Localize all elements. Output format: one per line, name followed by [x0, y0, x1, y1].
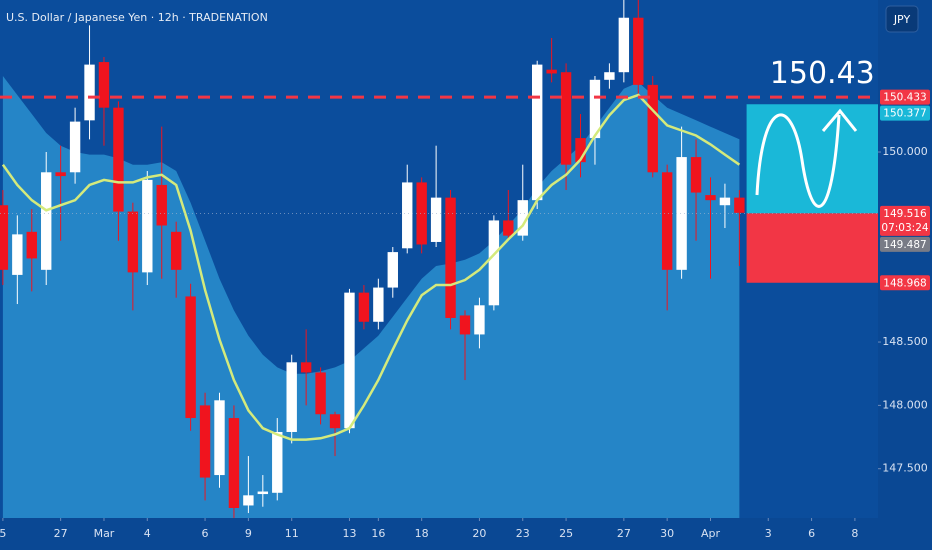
x-tick-label: 11	[285, 527, 299, 540]
x-tick-label: 6	[202, 527, 209, 540]
candle-body	[705, 195, 716, 201]
candle-body	[257, 491, 269, 495]
candle-body	[199, 405, 211, 478]
candle-body	[604, 72, 615, 80]
x-tick-label: 3	[765, 527, 772, 540]
price-badge-label: 150.433	[883, 92, 926, 104]
x-tick-label: Mar	[94, 527, 115, 540]
y-tick-label: 148.000	[882, 398, 928, 411]
candle-body	[69, 121, 81, 173]
candle-body	[98, 62, 110, 108]
candle-body	[517, 200, 528, 236]
candle-body	[661, 172, 673, 270]
x-tick-label: 8	[851, 527, 858, 540]
candle-body	[113, 107, 124, 212]
candle-body	[459, 315, 471, 335]
candle-body	[84, 64, 95, 121]
x-tick-label: 18	[415, 527, 429, 540]
candle-body	[474, 305, 485, 335]
projection-arrow	[821, 108, 858, 132]
candle-body	[503, 220, 514, 236]
candle-body	[402, 182, 413, 249]
candle-body	[373, 287, 384, 322]
profit-zone	[746, 104, 878, 214]
candle-body	[531, 64, 543, 201]
candle-body	[300, 362, 312, 373]
price-badge	[880, 205, 930, 236]
y-tick-label: 148.500	[882, 335, 928, 348]
price-badge	[880, 275, 930, 291]
price-badge-label: 148.968	[883, 277, 926, 289]
loss-zone	[746, 213, 878, 283]
x-tick-label: 4	[144, 527, 151, 540]
price-badge-label: 150.377	[883, 108, 926, 120]
candle-body	[12, 234, 23, 275]
candle-body	[633, 17, 644, 85]
candle-body	[170, 231, 182, 270]
candle-body	[127, 211, 139, 273]
x-tick-label: 5	[0, 527, 6, 540]
candle-body	[41, 172, 52, 270]
candle-body	[55, 172, 66, 177]
currency-label[interactable]: JPY	[893, 13, 911, 26]
candle-body	[560, 72, 572, 165]
x-tick-label: 13	[342, 527, 356, 540]
price-badge	[880, 89, 930, 105]
x-tick-label: 30	[660, 527, 674, 540]
moving-average	[1, 93, 741, 441]
y-tick-label: 150.000	[882, 145, 928, 158]
x-tick-label: 9	[245, 527, 252, 540]
price-badge-label: 149.487	[883, 239, 926, 251]
candle-body	[156, 184, 167, 226]
candle-body	[647, 84, 658, 173]
candle-body	[575, 138, 586, 163]
x-tick-label: 20	[472, 527, 486, 540]
candle-body	[26, 231, 37, 259]
candle-body	[445, 197, 456, 318]
currency-button[interactable]	[885, 5, 919, 33]
candle-body	[358, 292, 370, 322]
candle-body	[589, 79, 601, 139]
candle-body	[416, 182, 427, 245]
x-tick-label: 27	[617, 527, 631, 540]
x-tick-label: Apr	[701, 527, 721, 540]
candle-body	[430, 197, 442, 242]
candle-body	[329, 414, 341, 429]
candle-body	[185, 296, 196, 419]
candle-body	[315, 372, 326, 415]
candle-body	[243, 495, 254, 506]
x-tick-label: 16	[371, 527, 385, 540]
candle-body	[228, 418, 240, 508]
chart-title: U.S. Dollar / Japanese Yen · 12h · TRADE…	[6, 11, 268, 24]
x-tick-label: 6	[808, 527, 815, 540]
candle-body	[387, 252, 398, 288]
candle-body	[214, 400, 225, 476]
price-badge-label: 149.516	[883, 208, 927, 220]
candle-body	[286, 362, 297, 432]
candle-body	[676, 157, 687, 270]
price-badge	[880, 105, 930, 121]
x-tick-label: 25	[559, 527, 573, 540]
candle-body	[0, 205, 9, 270]
x-tick-label: 27	[54, 527, 68, 540]
candle-body	[546, 69, 557, 74]
x-tick-label: 23	[516, 527, 530, 540]
candle-body	[488, 220, 500, 306]
candle-body	[734, 197, 745, 213]
x-axis-strip	[0, 518, 932, 550]
y-tick-label: 147.500	[882, 462, 928, 475]
candle-body	[618, 17, 630, 73]
candle-body	[690, 157, 702, 193]
candle-body	[142, 179, 153, 273]
projection-curve	[755, 113, 841, 208]
price-badge	[880, 236, 930, 252]
candle-body	[344, 292, 355, 429]
candle-body	[719, 197, 731, 206]
candle-body	[272, 431, 283, 493]
countdown-label: 07:03:24	[881, 222, 928, 234]
annotation: 150.43	[770, 56, 875, 91]
